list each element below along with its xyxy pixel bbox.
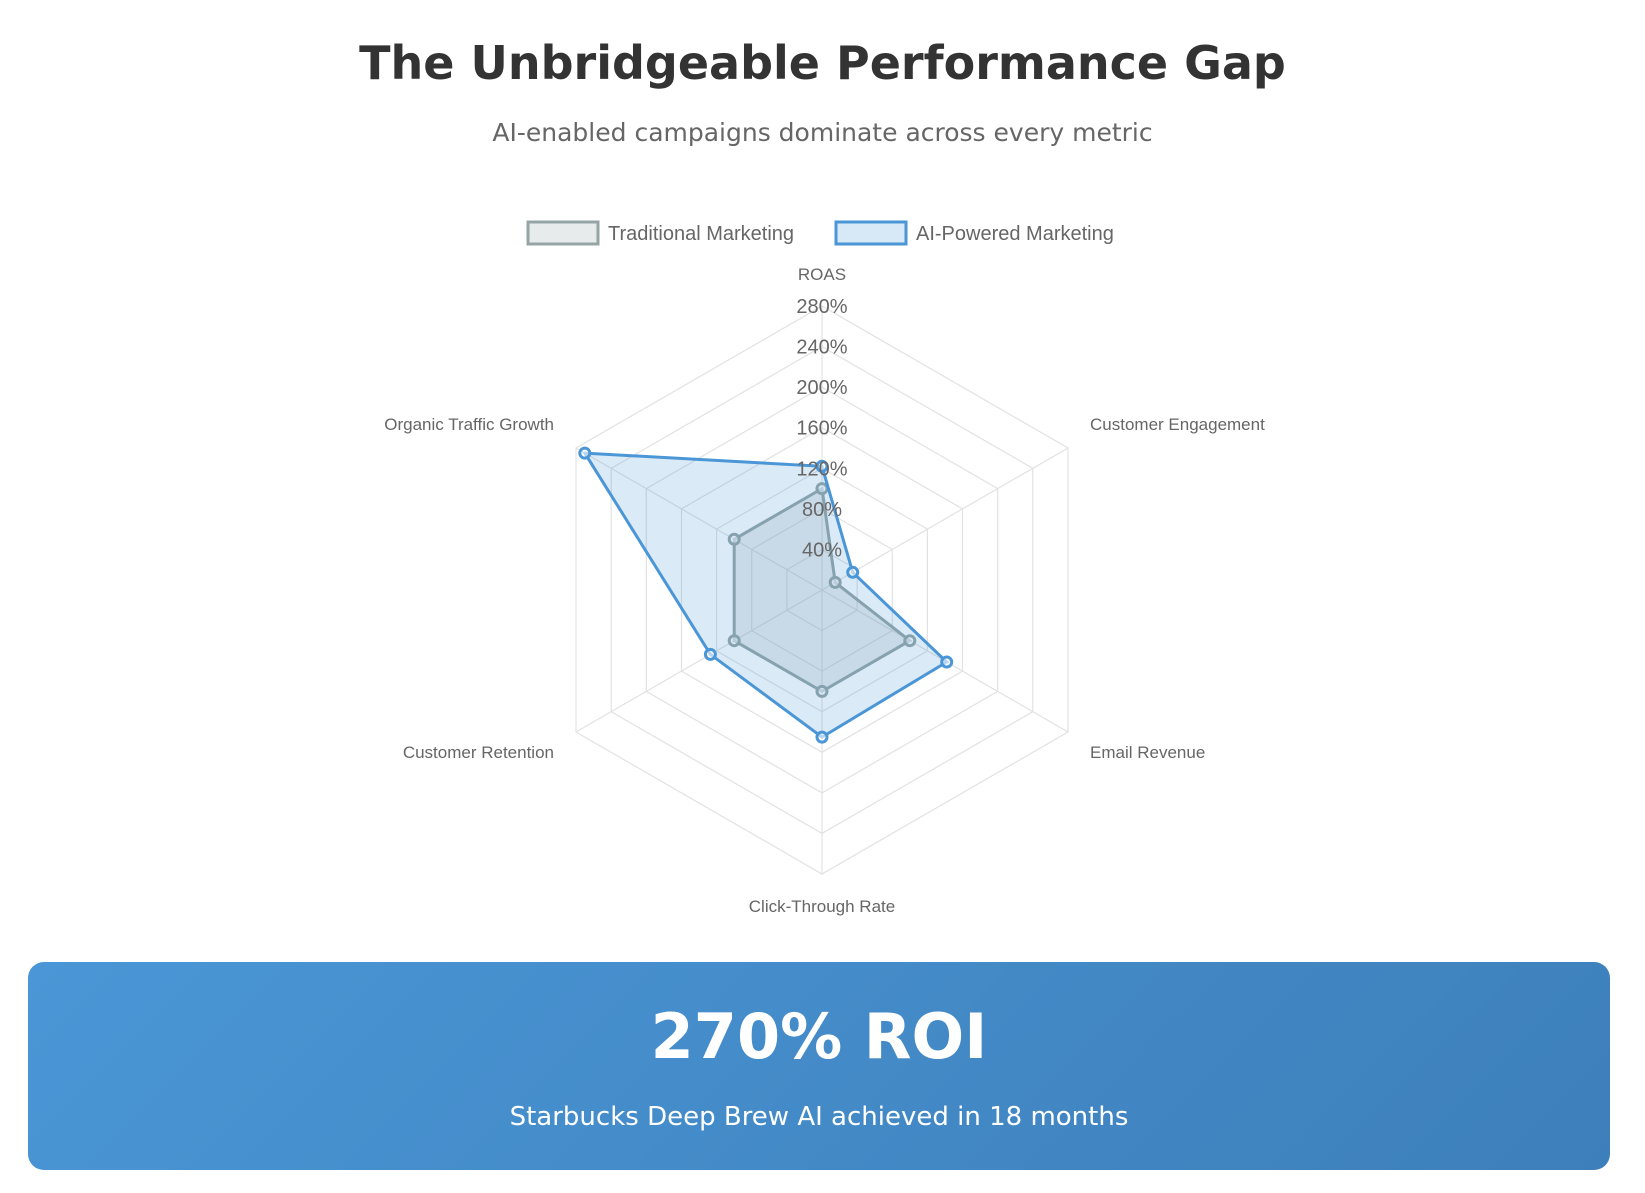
axis-label: Email Revenue bbox=[1090, 743, 1205, 762]
data-point-ai-powered-marketing[interactable] bbox=[578, 446, 592, 460]
axis-label: Customer Engagement bbox=[1090, 415, 1265, 434]
data-point-traditional-marketing[interactable] bbox=[727, 532, 741, 546]
data-point-ai-powered-marketing[interactable] bbox=[815, 730, 829, 744]
radial-tick-label: 40% bbox=[802, 539, 842, 561]
radial-tick-label: 280% bbox=[796, 296, 847, 318]
data-point-traditional-marketing[interactable] bbox=[815, 684, 829, 698]
data-point-ai-powered-marketing[interactable] bbox=[815, 459, 829, 473]
grid-spoke bbox=[575, 447, 823, 591]
legend-swatch bbox=[526, 220, 600, 246]
page-subtitle: AI-enabled campaigns dominate across eve… bbox=[492, 118, 1153, 147]
axis-label: ROAS bbox=[798, 265, 846, 284]
radar-axis-labels: ROAS Customer Engagement Email Revenue Clic… bbox=[384, 265, 1265, 916]
data-point-ai-powered-marketing[interactable] bbox=[940, 655, 954, 669]
data-point-ai-powered-marketing[interactable] bbox=[703, 647, 717, 661]
data-point-traditional-marketing[interactable] bbox=[903, 634, 917, 648]
roi-caption: Starbucks Deep Brew AI achieved in 18 mo… bbox=[509, 1102, 1129, 1132]
radar-grid bbox=[575, 305, 1069, 875]
radial-tick-label: 80% bbox=[802, 499, 842, 521]
data-point-ai-powered-marketing[interactable] bbox=[846, 565, 860, 579]
data-point-traditional-marketing[interactable] bbox=[727, 634, 741, 648]
grid-spoke bbox=[821, 447, 1069, 591]
legend-label: AI-Powered Marketing bbox=[916, 223, 1114, 245]
radar-series bbox=[578, 446, 954, 744]
grid-spoke bbox=[575, 589, 823, 733]
radar-chart: Traditional Marketing AI-Powered Marketin… bbox=[384, 220, 1265, 916]
chart-legend: Traditional Marketing AI-Powered Marketin… bbox=[526, 220, 1114, 246]
radial-tick-label: 120% bbox=[796, 458, 847, 480]
legend-swatch bbox=[834, 220, 908, 246]
radar-tick-labels: 40% 80% 120% 160% 200% 240% 280% bbox=[796, 296, 847, 561]
radial-tick-label: 200% bbox=[796, 377, 847, 399]
legend-item-traditional-marketing[interactable]: Traditional Marketing bbox=[526, 220, 794, 246]
roi-value: 270% ROI bbox=[650, 1000, 988, 1073]
page-title: The Unbridgeable Performance Gap bbox=[359, 36, 1286, 90]
axis-label: Customer Retention bbox=[403, 743, 554, 762]
axis-label: Organic Traffic Growth bbox=[384, 415, 554, 434]
legend-item-ai-powered-marketing[interactable]: AI-Powered Marketing bbox=[834, 220, 1114, 246]
radial-tick-label: 240% bbox=[796, 337, 847, 359]
legend-label: Traditional Marketing bbox=[608, 223, 794, 245]
axis-label: Click-Through Rate bbox=[749, 897, 895, 916]
data-point-traditional-marketing[interactable] bbox=[828, 575, 842, 589]
radial-tick-label: 160% bbox=[796, 418, 847, 440]
roi-highlight-card: 270% ROI Starbucks Deep Brew AI achieved… bbox=[28, 962, 1610, 1170]
